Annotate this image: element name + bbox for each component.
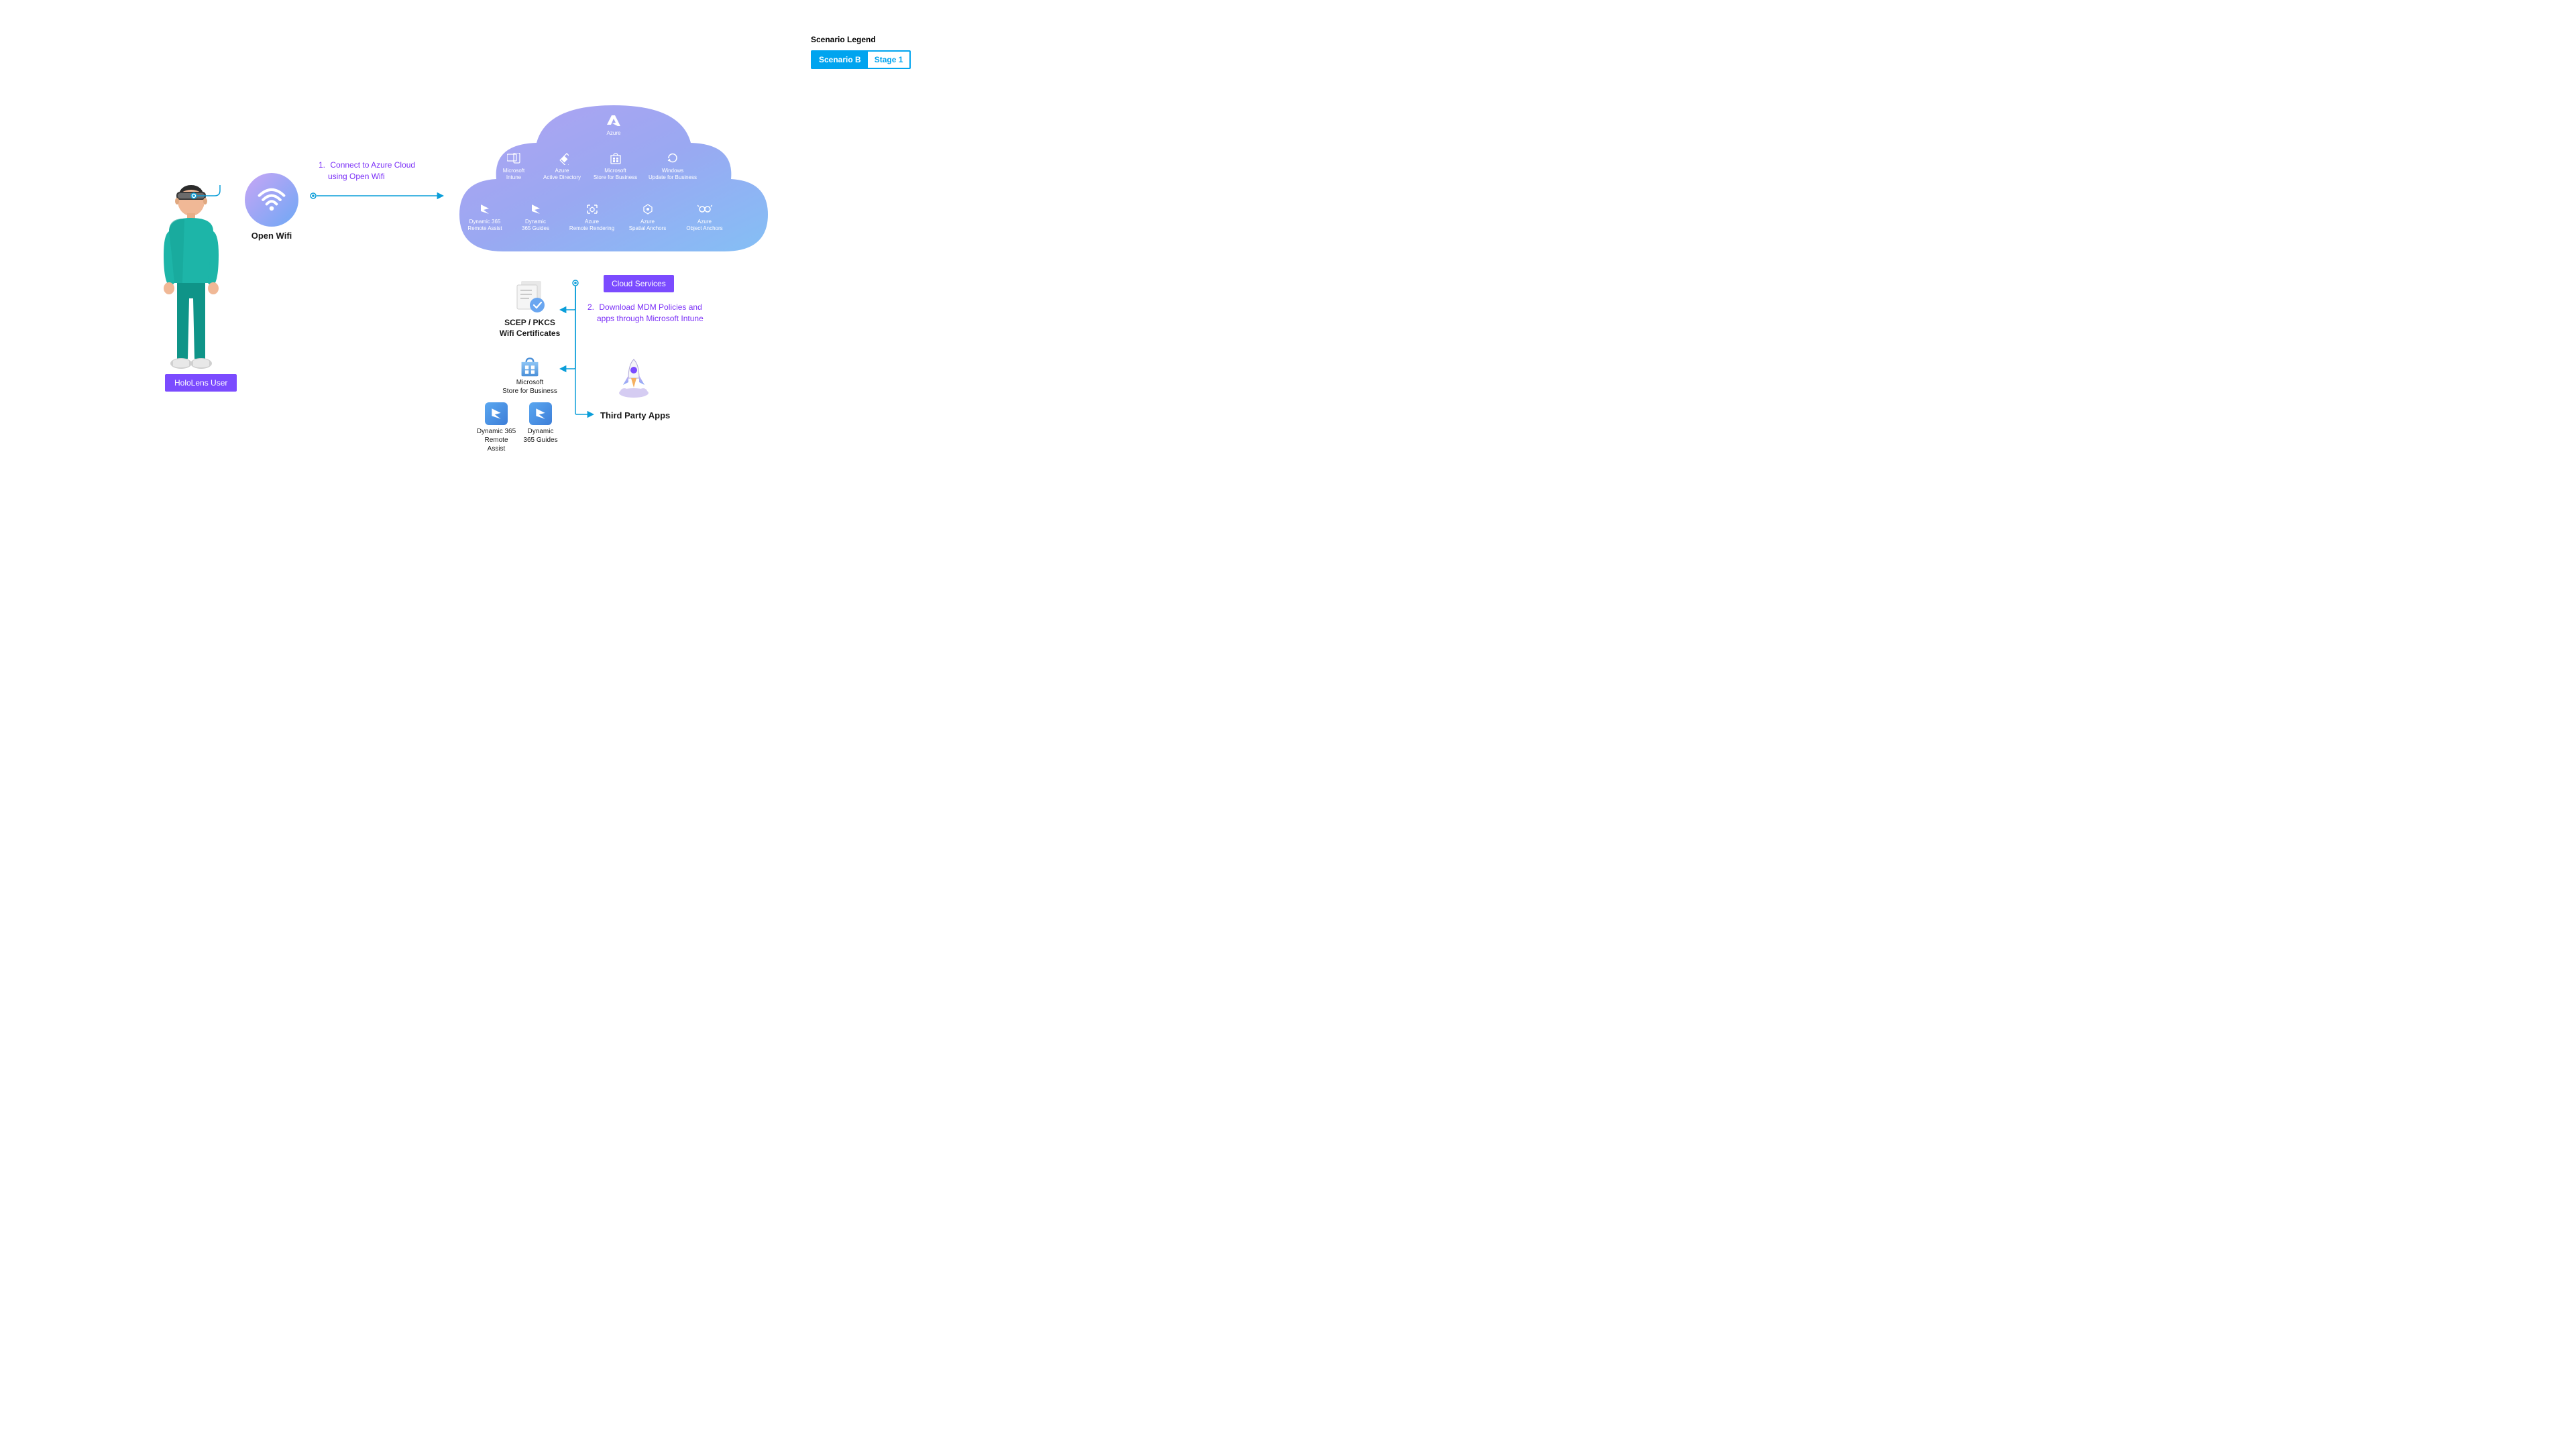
azure-cloud: Azure Microsoft Intune Azure Active Dire… [459,97,768,258]
cloud-item-aoa: Azure Object Anchors [683,202,726,231]
step-1-line2: using Open Wifi [328,171,385,182]
third-party-label: Third Party Apps [600,410,670,420]
cloud-item-azure: Azure [594,113,634,137]
intune-icon [497,151,530,166]
azure-icon [594,113,634,128]
app1-l1: Dynamic 365 [476,427,516,436]
cloud-item-arr: Azure Remote Rendering [567,202,617,231]
step-1-annotation: 1. Connect to Azure Cloud using Open Wif… [319,160,415,182]
update-icon [646,151,699,166]
app2-l2: 365 Guides [522,436,559,445]
legend-stage: Stage 1 [868,52,910,68]
step-2-annotation: 2. Download MDM Policies and apps throug… [587,302,704,325]
app-d365ra: Dynamic 365 Remote Assist [476,402,516,453]
connectors [0,0,966,543]
aoa-icon [683,202,726,217]
step-2-line2: apps through Microsoft Intune [597,313,704,325]
app2-l1: Dynamic [522,427,559,436]
hololens-user-figure [154,181,228,379]
cloud-azure-l1: Azure [594,130,634,137]
cloud-item-wufb: Windows Update for Business [646,151,699,180]
step-2-number: 2. [587,302,594,313]
legend-scenario: Scenario B [812,52,868,68]
legend-badge: Scenario B Stage 1 [811,50,911,69]
wifi-node: Open Wifi [245,173,298,241]
cloud-services-grid: Azure Microsoft Intune Azure Active Dire… [459,97,768,258]
d365ra-tile-icon [485,402,508,425]
cloud-item-aad: Azure Active Directory [539,151,585,180]
arr-icon [567,202,617,217]
legend-title: Scenario Legend [811,35,876,44]
cloud-services-badge: Cloud Services [604,275,674,292]
cloud-item-d365g: Dynamic 365 Guides [517,202,554,231]
user-label-badge: HoloLens User [165,374,237,392]
cert-node: SCEP / PKCS Wifi Certificates [496,278,563,339]
store-l2: Store for Business [496,387,563,396]
store-icon [590,151,640,166]
cloud-item-msfb: Microsoft Store for Business [590,151,640,180]
app-d365g: Dynamic 365 Guides [522,402,559,445]
d365ra-icon [465,202,505,217]
rocket-node [610,355,657,402]
d365g-tile-icon [529,402,552,425]
wifi-label: Open Wifi [245,231,298,241]
cloud-item-d365ra: Dynamic 365 Remote Assist [465,202,505,231]
person-icon [154,181,228,375]
app1-l2: Remote Assist [476,436,516,453]
rocket-icon [614,355,654,398]
asa-icon [626,202,669,217]
d365g-icon [517,202,554,217]
cert-l2: Wifi Certificates [496,329,563,339]
certificate-icon [512,278,548,314]
cloud-item-asa: Azure Spatial Anchors [626,202,669,231]
step-2-line1: Download MDM Policies and [599,302,702,312]
wifi-icon [245,173,298,227]
cert-l1: SCEP / PKCS [496,318,563,329]
store-tile-icon [518,355,541,378]
aad-icon [539,151,585,166]
step-1-line1: Connect to Azure Cloud [330,160,415,170]
cloud-item-intune: Microsoft Intune [497,151,530,180]
store-node: Microsoft Store for Business [496,355,563,396]
store-l1: Microsoft [496,378,563,387]
step-1-number: 1. [319,160,325,171]
